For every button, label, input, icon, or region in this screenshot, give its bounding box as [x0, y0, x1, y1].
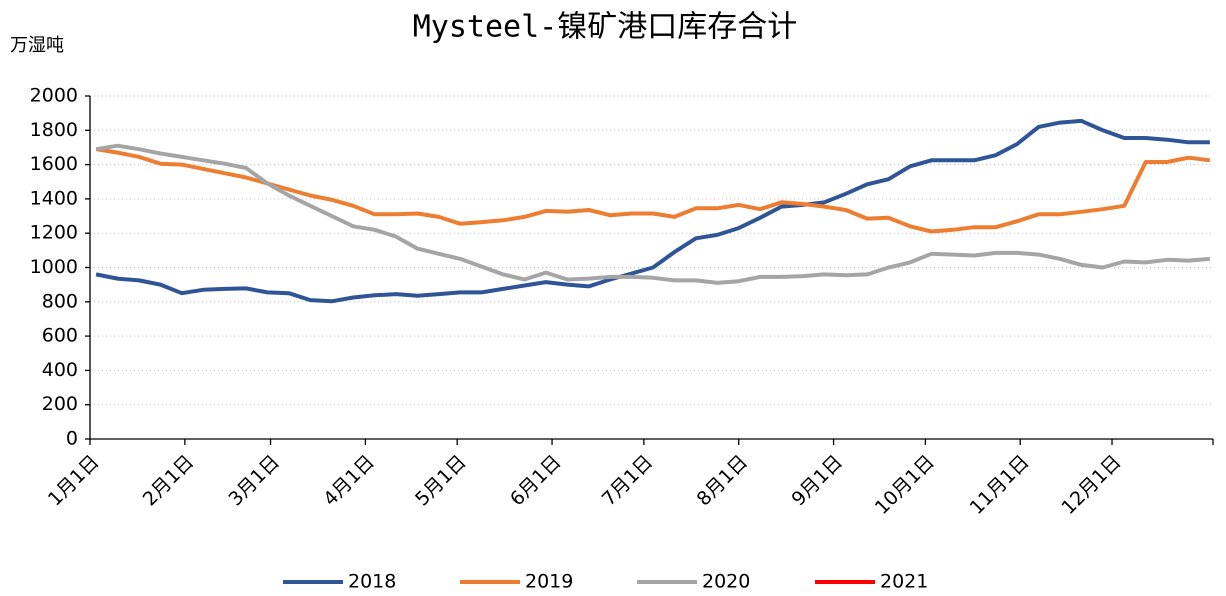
y-tick-label: 1600: [30, 153, 78, 175]
x-tick-label: 5月1日: [411, 451, 471, 511]
y-tick-label: 2000: [30, 85, 78, 107]
chart-title: Mysteel-镍矿港口库存合计: [413, 10, 798, 45]
y-tick-label: 600: [42, 325, 78, 347]
legend-label: 2018: [348, 571, 396, 593]
x-tick-label: 3月1日: [224, 451, 284, 511]
x-tick-label: 9月1日: [787, 451, 847, 511]
y-tick-label: 1800: [30, 119, 78, 141]
y-tick-label: 400: [42, 359, 78, 381]
x-tick-label: 8月1日: [693, 451, 753, 511]
legend-label: 2019: [525, 571, 573, 593]
x-tick-label: 10月1日: [871, 451, 939, 519]
series-line: [95, 118, 1210, 304]
x-tick-label: 1月1日: [44, 451, 104, 511]
x-tick-label: 6月1日: [506, 451, 566, 511]
x-tick-label: 12月1日: [1057, 451, 1125, 519]
y-tick-label: 0: [66, 428, 78, 450]
y-tick-label: 200: [42, 393, 78, 415]
y-tick-label: 1200: [30, 222, 78, 244]
legend-label: 2021: [880, 571, 928, 593]
x-tick-label: 7月1日: [598, 451, 658, 511]
series-line: [95, 147, 1211, 234]
x-tick-label: 11月1日: [966, 451, 1034, 519]
x-tick-label: 4月1日: [319, 451, 379, 511]
y-tick-label: 1400: [30, 187, 78, 209]
y-tick-label: 800: [42, 290, 78, 312]
y-axis-label: 万湿吨: [10, 35, 64, 56]
series-line: [95, 143, 1211, 285]
y-tick-label: 1000: [30, 256, 78, 278]
x-tick-label: 2月1日: [139, 451, 199, 511]
legend-label: 2020: [702, 571, 750, 593]
